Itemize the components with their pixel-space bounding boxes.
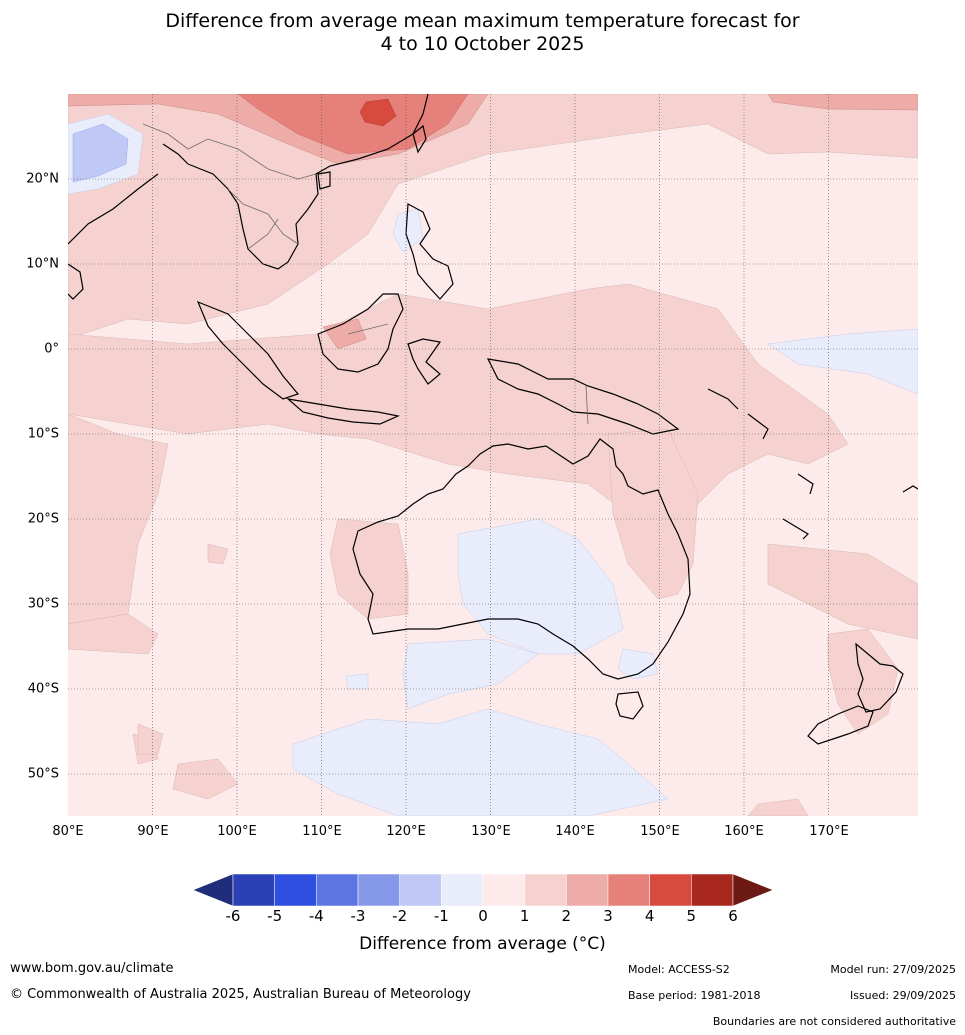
- colorbar-swatch: [524, 874, 567, 906]
- colorbar-swatch: [399, 874, 442, 906]
- lon-label-170e: 170°E: [809, 824, 849, 839]
- colorbar-swatch: [649, 874, 692, 906]
- lon-label-80e: 80°E: [52, 824, 84, 839]
- anomaly-1-to-2-regions: [68, 94, 918, 816]
- coastlines: [68, 94, 918, 745]
- colorbar-tick-label: -5: [267, 907, 283, 925]
- country-borders: [142, 123, 589, 425]
- lat-label-20s: 20°S: [27, 511, 59, 527]
- colorbar-tick-label: 4: [644, 907, 655, 925]
- colorbar-swatch-above: [732, 874, 773, 906]
- colorbar-swatch: [482, 874, 525, 906]
- colorbar-tick-label: 0: [478, 907, 488, 925]
- footer-disclaimer: Boundaries are not considered authoritat…: [712, 1015, 956, 1028]
- footer-website: www.bom.gov.au/climate: [10, 961, 174, 976]
- lon-label-140e: 140°E: [555, 824, 595, 839]
- lon-label-110e: 110°E: [302, 824, 342, 839]
- footer-issued: Issued: 29/09/2025: [849, 989, 956, 1002]
- colorbar-swatch: [691, 874, 734, 906]
- colorbar-swatch: [232, 874, 275, 906]
- anomaly-minus1-to-minus2-regions: [72, 123, 129, 183]
- lat-label-equator: 0°: [44, 341, 59, 357]
- footer-model-run: Model run: 27/09/2025: [830, 963, 956, 976]
- lon-label-160e: 160°E: [724, 824, 764, 839]
- colorbar-tick-label: 5: [686, 907, 697, 925]
- footer-base-period: Base period: 1981-2018: [628, 989, 761, 1002]
- colorbar-swatch: [316, 874, 359, 906]
- colorbar-tick-label: 6: [728, 907, 738, 925]
- lon-label-90e: 90°E: [137, 824, 169, 839]
- colorbar-tick-label: 1: [519, 907, 530, 925]
- colorbar-tick-label: 3: [603, 907, 613, 925]
- colorbar-tick-label: -2: [392, 907, 408, 925]
- lat-label-10n: 10°N: [26, 256, 59, 272]
- colorbar: [193, 874, 773, 906]
- colorbar-swatch: [274, 874, 317, 906]
- colorbar-tick-label: 2: [561, 907, 572, 925]
- colorbar-swatch: [357, 874, 400, 906]
- title-line-1: Difference from average mean maximum tem…: [165, 10, 800, 32]
- anomaly-3-to-4-regions: [237, 94, 469, 155]
- footer-copyright: © Commonwealth of Australia 2025, Austra…: [10, 987, 471, 1002]
- colorbar-swatch: [566, 874, 609, 906]
- lat-label-40s: 40°S: [27, 681, 59, 697]
- lat-label-20n: 20°N: [26, 171, 59, 187]
- colorbar-swatch: [441, 874, 484, 906]
- colorbar-label: Difference from average (°C): [359, 934, 606, 954]
- anomaly-4-to-5-regions: [359, 98, 397, 127]
- lon-label-120e: 120°E: [386, 824, 426, 839]
- colorbar-swatch: [607, 874, 650, 906]
- colorbar-tick-label: -1: [433, 907, 449, 925]
- lat-label-50s: 50°S: [27, 766, 59, 782]
- forecast-map: [68, 94, 918, 816]
- colorbar-tick-label: -4: [308, 907, 324, 925]
- map-title: Difference from average mean maximum tem…: [0, 10, 965, 56]
- lat-label-30s: 30°S: [27, 596, 59, 612]
- lon-label-150e: 150°E: [640, 824, 680, 839]
- colorbar-tick-label: -3: [350, 907, 366, 925]
- colorbar-swatch-below: [193, 874, 234, 906]
- title-line-2: 4 to 10 October 2025: [380, 33, 585, 55]
- lon-label-130e: 130°E: [471, 824, 511, 839]
- colorbar-tick-label: -6: [225, 907, 241, 925]
- footer-model: Model: ACCESS-S2: [628, 963, 730, 976]
- lat-label-10s: 10°S: [27, 426, 59, 442]
- graticule: [68, 94, 918, 816]
- lon-label-100e: 100°E: [217, 824, 257, 839]
